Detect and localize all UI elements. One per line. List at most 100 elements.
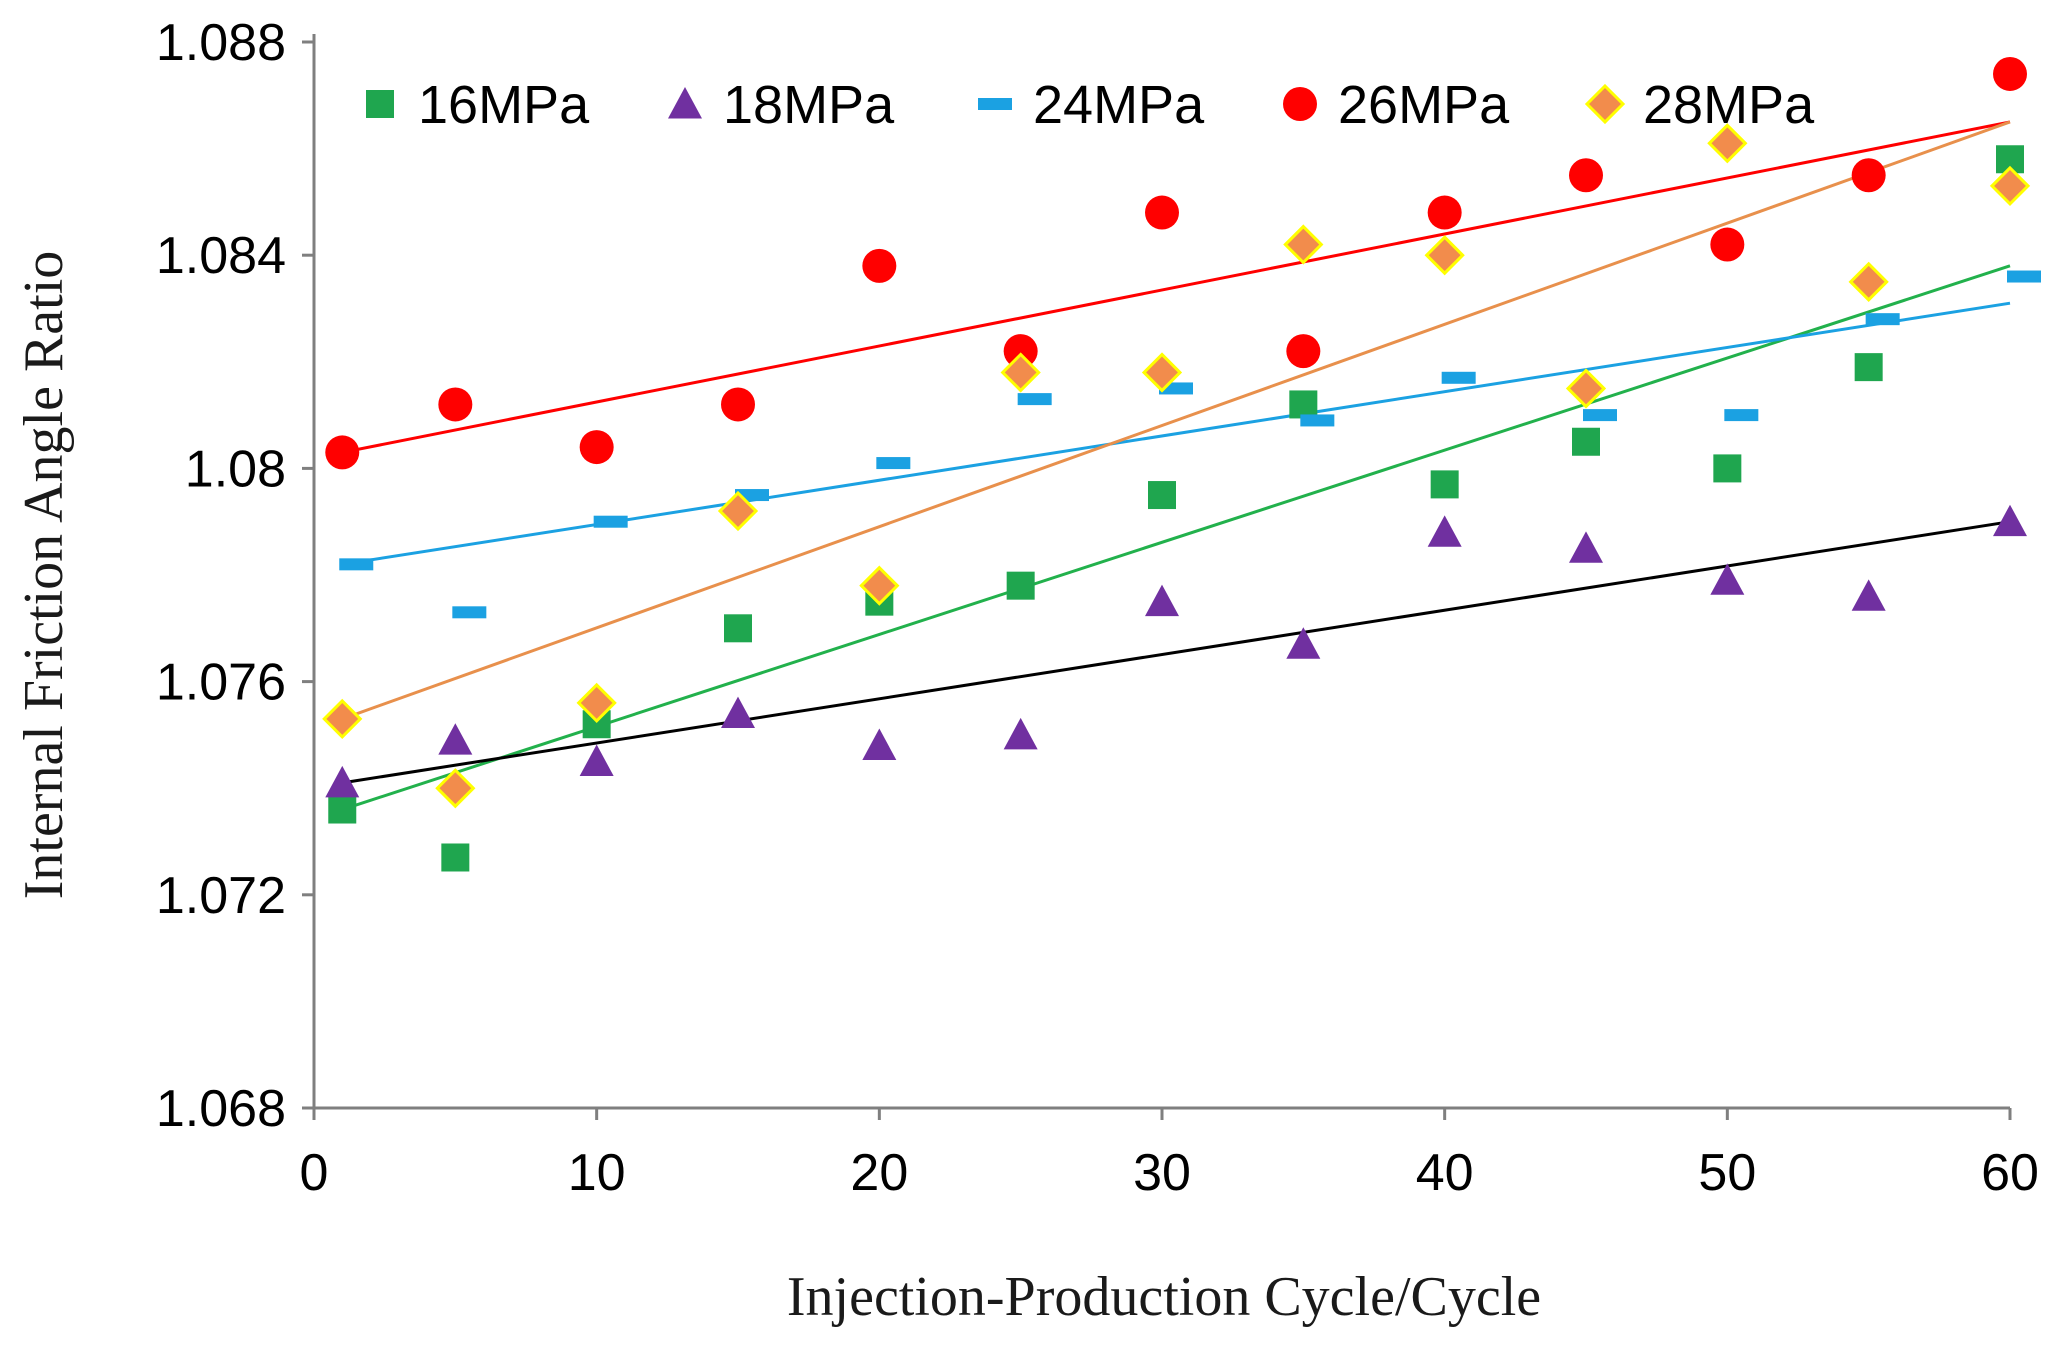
data-point-18mpa xyxy=(1286,627,1321,659)
data-point-16mpa xyxy=(1006,571,1035,600)
data-point-26mpa xyxy=(579,430,614,465)
legend-label: 24MPa xyxy=(1033,75,1205,135)
data-point-28mpa xyxy=(1707,123,1748,164)
trend-line-26mpa xyxy=(341,120,2011,454)
data-point-18mpa xyxy=(438,723,473,755)
series-16mpa xyxy=(328,145,2024,872)
data-point-24mpa xyxy=(339,558,374,571)
legend-label: 26MPa xyxy=(1338,75,1510,135)
data-point-18mpa xyxy=(1993,504,2027,537)
legend-label: 28MPa xyxy=(1643,75,1815,135)
data-point-26mpa xyxy=(1569,158,1603,193)
y-tick-label: 1.08 xyxy=(185,440,286,498)
data-point-16mpa xyxy=(1572,427,1600,456)
data-point-18mpa xyxy=(862,728,897,761)
axes xyxy=(312,34,2010,1110)
trend-line-16mpa xyxy=(341,264,2011,811)
legend-marker xyxy=(366,90,394,118)
legend-marker xyxy=(668,87,702,119)
data-point-18mpa xyxy=(1003,717,1038,750)
x-tick-label: 40 xyxy=(1416,1144,1474,1202)
data-point-16mpa xyxy=(1430,470,1459,499)
data-point-24mpa xyxy=(876,457,911,470)
data-point-18mpa xyxy=(1710,563,1745,595)
data-point-26mpa xyxy=(1427,195,1462,230)
legend-marker xyxy=(1283,87,1317,121)
data-point-18mpa xyxy=(579,744,614,776)
data-point-16mpa xyxy=(1289,390,1318,419)
data-point-26mpa xyxy=(1003,334,1038,369)
data-point-16mpa xyxy=(724,614,752,643)
data-point-28mpa xyxy=(1141,352,1183,393)
x-axis-title: Injection-Production Cycle/Cycle xyxy=(787,1266,1541,1328)
y-tick-label: 1.076 xyxy=(156,654,286,712)
data-point-28mpa xyxy=(1989,165,2031,207)
data-point-18mpa xyxy=(1569,531,1603,563)
series-18mpa xyxy=(325,504,2027,798)
data-point-16mpa xyxy=(441,843,470,872)
trend-lines xyxy=(341,120,2011,811)
legend-marker xyxy=(978,98,1012,110)
legend-item-24mpa: 24MPa xyxy=(978,75,1205,135)
data-point-28mpa xyxy=(1424,235,1465,276)
data-point-26mpa xyxy=(862,248,897,283)
data-point-26mpa xyxy=(1710,227,1745,262)
legend: 16MPa 18MPa 24MPa 26MPa 28MPa xyxy=(366,75,1815,135)
data-point-26mpa xyxy=(1286,334,1321,369)
data-point-24mpa xyxy=(1017,393,1052,406)
series-28mpa xyxy=(322,123,2031,809)
legend-marker xyxy=(1584,83,1626,125)
data-point-28mpa xyxy=(1000,352,1041,393)
data-point-28mpa xyxy=(859,565,900,606)
x-tick-label: 20 xyxy=(850,1144,908,1202)
data-point-26mpa xyxy=(1993,56,2027,91)
data-point-28mpa xyxy=(717,490,759,532)
data-point-24mpa xyxy=(1865,313,1900,326)
y-tick-label: 1.072 xyxy=(156,867,286,925)
data-point-24mpa xyxy=(1441,371,1476,384)
y-tick-label: 1.084 xyxy=(156,227,286,285)
x-tick-label: 10 xyxy=(568,1144,626,1202)
y-tick-label: 1.088 xyxy=(156,14,286,72)
legend-label: 16MPa xyxy=(418,75,590,135)
data-point-16mpa xyxy=(328,795,357,824)
data-point-28mpa xyxy=(1565,368,1607,409)
legend-item-18mpa: 18MPa xyxy=(668,75,895,135)
legend-item-26mpa: 26MPa xyxy=(1283,75,1510,135)
data-point-26mpa xyxy=(325,435,360,470)
data-point-24mpa xyxy=(1724,409,1759,422)
data-point-26mpa xyxy=(1851,158,1886,193)
data-point-28mpa xyxy=(1848,261,1889,302)
data-point-26mpa xyxy=(1145,195,1179,230)
data-points xyxy=(322,56,2041,872)
x-tick-label: 30 xyxy=(1133,1144,1191,1202)
data-point-18mpa xyxy=(721,696,755,729)
legend-item-16mpa: 16MPa xyxy=(366,75,590,135)
data-point-24mpa xyxy=(1300,414,1335,427)
data-point-28mpa xyxy=(576,682,617,724)
legend-item-28mpa: 28MPa xyxy=(1584,75,1815,135)
x-tick-label: 0 xyxy=(300,1144,329,1202)
y-tick-label: 1.068 xyxy=(156,1080,286,1138)
data-point-24mpa xyxy=(593,515,628,528)
data-point-16mpa xyxy=(1713,454,1742,483)
data-point-24mpa xyxy=(1583,409,1617,422)
trend-line-18mpa xyxy=(342,520,2011,785)
data-point-18mpa xyxy=(1145,584,1179,617)
data-point-28mpa xyxy=(322,698,363,740)
trend-line-28mpa xyxy=(341,120,2011,721)
series-26mpa xyxy=(325,56,2027,470)
x-tick-label: 50 xyxy=(1698,1144,1756,1202)
data-point-24mpa xyxy=(2007,270,2041,283)
y-axis-title: Internal Friction Angle Ratio xyxy=(13,251,75,900)
data-point-28mpa xyxy=(1283,224,1324,265)
data-point-16mpa xyxy=(1854,353,1883,382)
data-point-26mpa xyxy=(721,387,755,422)
data-point-18mpa xyxy=(1427,515,1462,547)
data-point-28mpa xyxy=(435,768,476,809)
legend-label: 18MPa xyxy=(723,75,895,135)
x-tick-label: 60 xyxy=(1981,1144,2039,1202)
data-point-18mpa xyxy=(1851,579,1886,611)
